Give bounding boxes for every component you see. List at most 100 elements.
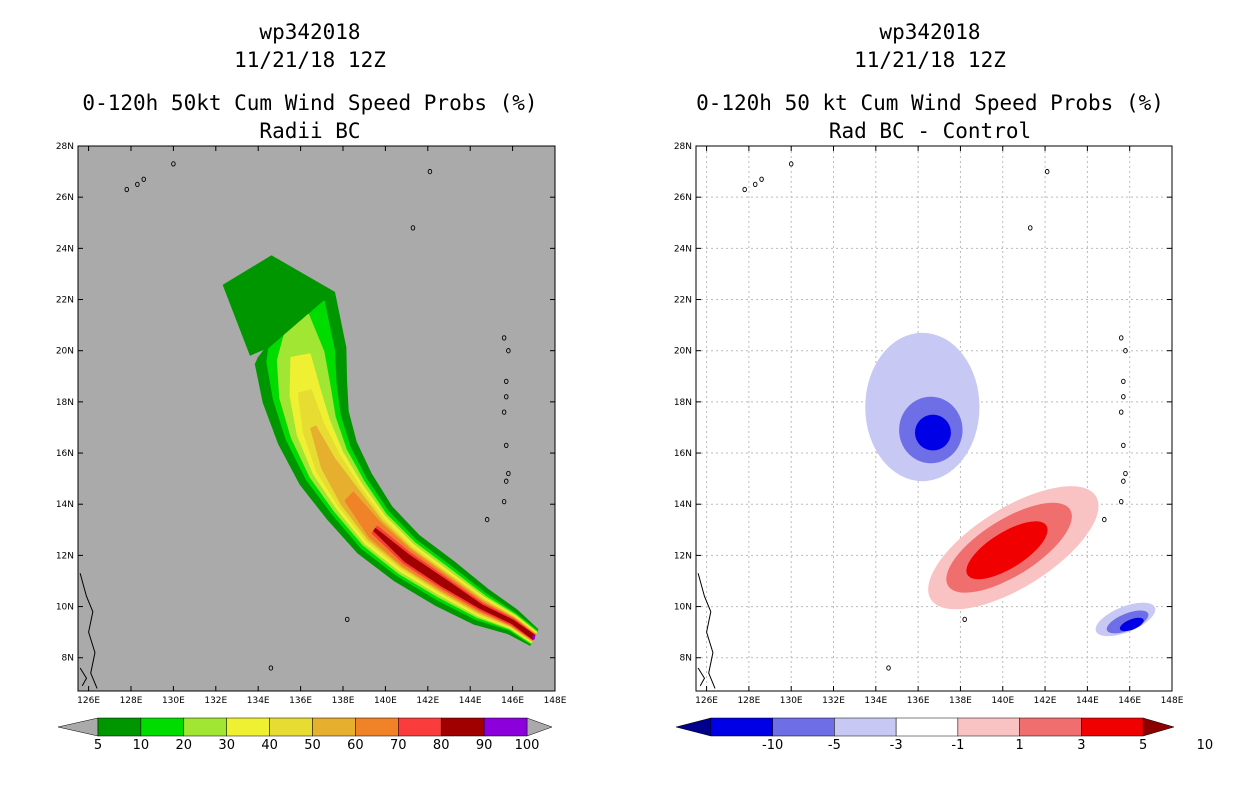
left-ytick-label-5: 18N [56, 398, 74, 408]
left-prob-band-10 [266, 300, 538, 645]
left-ytick-label-3: 14N [56, 500, 74, 510]
left-legend-swatch-9 [483, 717, 528, 737]
left-island-8 [503, 378, 509, 385]
left-legend-swatch-2 [183, 717, 227, 737]
left-island-10 [501, 409, 507, 415]
left-prob-band-80 [373, 528, 536, 640]
right-ytick-label-5: 18N [674, 398, 692, 408]
right-island-6 [1118, 335, 1124, 341]
right-legend-label-7: 10 [1197, 738, 1214, 753]
right-legend-swatch-3 [895, 717, 959, 737]
right-legend-label-4: 1 [1015, 738, 1023, 753]
right-xtick-label-4: 134E [864, 696, 887, 706]
right-legend-swatch-4 [957, 717, 1020, 737]
right-plot-area [696, 146, 1172, 691]
left-island-13 [503, 478, 509, 484]
left-xtick-label-9: 144E [459, 696, 482, 706]
left-island-7 [506, 348, 511, 354]
left-island-4 [410, 225, 416, 231]
left-legend-swatch-6 [355, 717, 399, 737]
left-legend-swatch-0 [97, 717, 142, 737]
right-diff-blob-8 [1119, 617, 1144, 632]
left-coastline-mindanao [79, 573, 98, 689]
left-legend-label-5: 50 [304, 738, 321, 753]
right-ytick-label-9: 26N [674, 193, 692, 203]
right-legend-label-6: 5 [1139, 738, 1147, 753]
left-ytick-label-10: 28N [56, 142, 74, 152]
left-plot-frame [77, 145, 556, 692]
left-legend-label-4: 40 [261, 738, 278, 753]
right-legend-swatch-6 [1081, 717, 1144, 737]
left-subtitle: Radii BC [259, 119, 361, 143]
left-xtick-label-7: 140E [374, 696, 397, 706]
left-prob-peak-90 [532, 634, 536, 640]
left-island-1 [124, 186, 130, 193]
right-xtick-label-11: 148E [1161, 696, 1184, 706]
left-island-12 [506, 470, 511, 477]
right-legend-low-arrow [675, 717, 712, 737]
right-xtick-label-5: 136E [907, 696, 930, 706]
left-island-5 [427, 168, 433, 175]
right-xtick-label-10: 146E [1118, 696, 1141, 706]
left-island-17 [344, 616, 350, 623]
left-ytick-label-4: 16N [56, 449, 74, 459]
right-storm-id: wp342018 [879, 20, 981, 44]
left-island-16 [268, 665, 274, 671]
left-legend-swatch-5 [312, 717, 356, 737]
right-subtitle: Rad BC - Control [828, 119, 1032, 143]
left-legend-label-1: 10 [133, 738, 150, 753]
left-legend-swatch-4 [269, 717, 313, 737]
right-legend-swatch-5 [1019, 717, 1082, 737]
right-date: 11/21/18 12Z [854, 48, 1006, 72]
left-island-6 [501, 335, 507, 341]
right-legend-label-5: 3 [1077, 738, 1085, 753]
left-legend-label-10: 100 [515, 738, 540, 753]
right-ytick-label-4: 16N [674, 449, 692, 459]
right-xtick-label-6: 138E [949, 696, 972, 706]
left-xtick-label-0: 126E [77, 696, 100, 706]
left-legend-label-0: 5 [94, 738, 102, 753]
right-xtick-label-9: 144E [1076, 696, 1099, 706]
right-island-0 [752, 181, 758, 188]
right-island-3 [788, 161, 794, 167]
right-island-14 [1118, 499, 1124, 505]
right-island-11 [1121, 442, 1126, 449]
left-island-3 [171, 161, 176, 167]
right-legend-high-arrow [1142, 717, 1175, 737]
left-ytick-label-2: 12N [56, 551, 74, 561]
left-product-title: 0-120h 50kt Cum Wind Speed Probs (%) [82, 91, 538, 115]
right-island-15 [1102, 516, 1107, 523]
right-ytick-label-3: 14N [674, 500, 692, 510]
right-diff-blob-5 [966, 521, 1048, 580]
left-xtick-label-2: 130E [162, 696, 185, 706]
left-legend-label-8: 80 [433, 738, 450, 753]
right-xtick-label-8: 142E [1034, 696, 1057, 706]
right-ytick-label-8: 24N [674, 244, 692, 254]
left-legend-swatch-3 [226, 717, 270, 737]
right-island-1 [742, 186, 747, 193]
left-island-14 [501, 499, 507, 505]
left-legend-swatch-8 [440, 717, 485, 737]
left-island-0 [135, 181, 140, 188]
left-xtick-label-4: 134E [247, 696, 270, 706]
right-xtick-label-0: 126E [695, 696, 718, 706]
right-legend-swatch-1 [772, 717, 835, 737]
right-island-13 [1121, 478, 1126, 484]
left-ytick-label-9: 26N [56, 193, 74, 203]
right-island-4 [1028, 225, 1033, 231]
right-island-7 [1123, 348, 1128, 354]
left-legend-swatch-7 [398, 717, 442, 737]
right-ytick-label-6: 20N [674, 347, 692, 357]
left-coastline-gulf [79, 667, 88, 687]
left-xtick-label-11: 148E [544, 696, 567, 706]
right-ytick-label-1: 10N [674, 603, 692, 613]
left-legend-high-arrow [526, 717, 553, 737]
right-ytick-label-10: 28N [674, 142, 692, 152]
left-ytick-label-7: 22N [56, 296, 74, 306]
left-plot-area [79, 161, 539, 689]
left-island-11 [503, 442, 509, 449]
right-coastline-gulf [697, 667, 706, 687]
left-island-2 [141, 176, 146, 182]
left-legend-label-9: 90 [476, 738, 493, 753]
